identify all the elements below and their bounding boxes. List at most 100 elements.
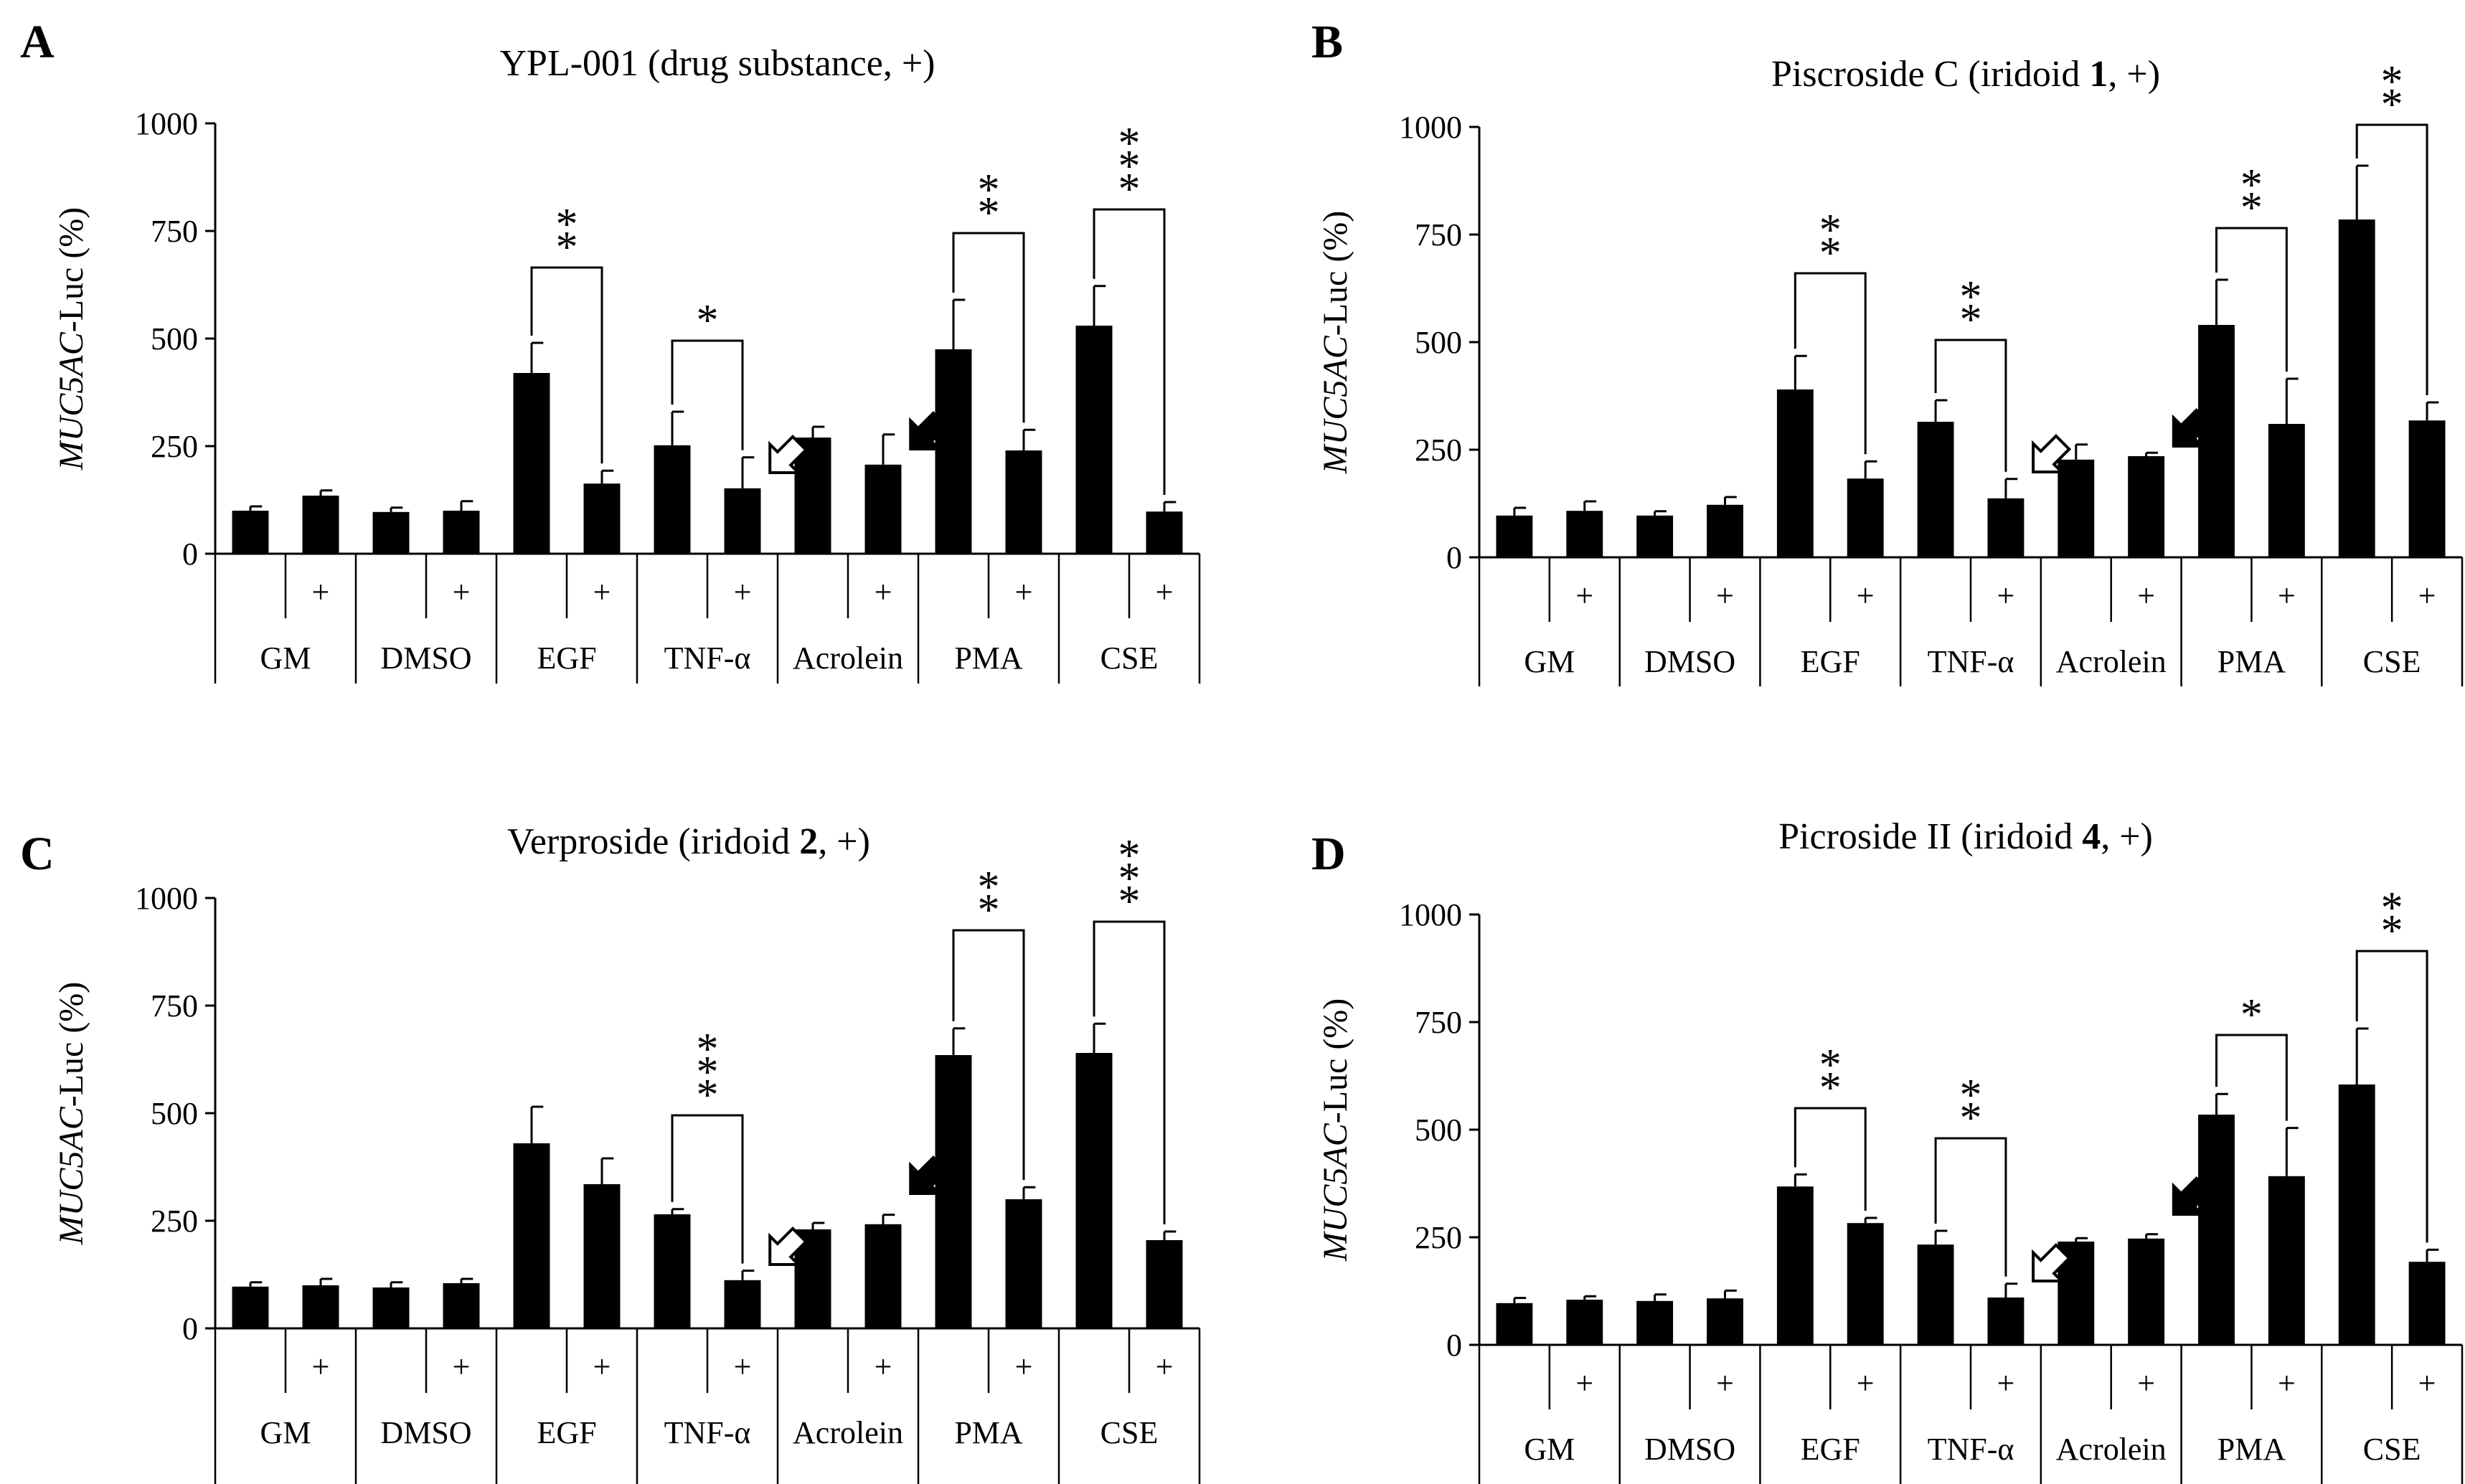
bar [724,1280,761,1328]
significance-bracket [1794,272,1867,455]
category-label: Acrolein [2056,644,2167,679]
y-tick-label: 500 [151,321,198,356]
significance-bracket [671,1114,744,1264]
bar [1636,1300,1674,1345]
significance-star: * [556,223,578,272]
y-axis-label: MUC5AC-Luc (%) [52,207,90,471]
y-tick-label: 1000 [135,881,198,916]
category-label: Acrolein [2056,1432,2167,1467]
bar [443,1283,480,1328]
filled-arrow-icon [2172,407,2212,448]
significance-star: * [1819,206,1842,255]
treatment-plus: + [593,1349,611,1384]
bar [232,511,269,554]
significance-star: * [2381,884,2403,932]
bar [372,1287,410,1328]
bar [724,488,761,554]
bar [935,1055,972,1328]
category-label: GM [1524,1432,1575,1467]
significance-star: * [697,1025,719,1074]
y-axis-label: MUC5AC-Luc (%) [1316,998,1354,1262]
title-part: Piscroside C (iridoid [1771,54,2089,95]
category-label: GM [260,1415,311,1450]
y-axis-label: MUC5AC-Luc (%) [1316,211,1354,475]
y-tick-label: 0 [1446,1328,1462,1363]
significance-bracket [2215,227,2288,372]
significance-star: * [1960,1094,1982,1143]
category-label: PMA [2217,644,2286,679]
y-tick-label: 750 [151,988,198,1024]
treatment-plus: + [734,1349,752,1384]
bar [1496,1303,1533,1345]
category-label: PMA [954,1415,1023,1450]
panel-C: C Verproside (iridoid 2, +) MUC5AC-Luc (%)… [20,821,1201,1484]
significance-bracket [1934,339,2007,472]
open-arrow-icon [768,1226,809,1266]
bar [1987,498,2025,557]
treatment-plus: + [2137,1366,2155,1401]
bar [864,464,902,554]
treatment-plus: + [2278,578,2296,613]
bar [1776,389,1814,557]
category-label: GM [260,641,311,676]
category-label: CSE [2363,644,2421,679]
category-label: CSE [1100,1415,1159,1450]
bar [654,1214,691,1328]
panel-D: D Picroside II (iridoid 4, +) MUC5AC-Luc (… [1311,816,2464,1484]
significance-star: * [978,166,1000,214]
panel-letter: A [20,16,55,68]
significance-bracket [2355,123,2428,395]
y-axis-label-rest: -Luc (%) [1316,998,1354,1124]
filled-arrow-icon [2172,1176,2212,1216]
category-label: CSE [1100,641,1159,676]
significance-star: * [2240,161,2263,209]
y-axis-label-rest: -Luc (%) [1316,211,1354,336]
category-label: PMA [2217,1432,2286,1467]
bar [372,511,410,554]
significance-bracket [952,929,1025,1181]
panel-letter: C [20,828,55,880]
significance-bracket [2215,1034,2288,1121]
y-tick-label: 1000 [135,106,198,141]
y-axis-label-italic: MUC5AC [1316,1123,1354,1262]
category-label: PMA [954,641,1023,676]
treatment-plus: + [734,575,752,610]
bar [2198,1115,2235,1345]
treatment-plus: + [2278,1366,2296,1401]
category-label: Acrolein [793,641,903,676]
category-label: EGF [537,641,596,676]
significance-star: * [978,189,1000,237]
bar [1707,504,1743,557]
treatment-plus: + [1997,1366,2015,1401]
y-tick-label: 250 [151,429,198,464]
treatment-plus: + [1857,1366,1875,1401]
category-label: CSE [2363,1432,2421,1467]
significance-star: * [2240,991,2263,1039]
significance-star: * [697,1048,719,1097]
significance-star: * [1118,119,1141,168]
significance-star: * [1819,1041,1842,1090]
bar [443,511,480,554]
y-tick-label: 1000 [1399,110,1462,145]
y-tick-label: 250 [1415,1220,1462,1255]
bar [1496,515,1533,557]
y-tick-label: 250 [151,1204,198,1239]
bar [1847,1223,1884,1345]
bar [1075,1053,1113,1328]
y-tick-label: 750 [1415,1005,1462,1040]
bar [583,1184,621,1328]
title-part: Picroside II (iridoid [1778,816,2082,857]
y-axis-label-rest: -Luc (%) [52,207,90,333]
significance-star: * [1118,831,1141,880]
bar [2058,459,2095,557]
significance-bracket [952,232,1025,423]
title-part: 2 [799,821,818,862]
bar [1566,511,1603,557]
category-label: TNF-α [664,641,751,676]
significance-bracket [530,266,603,464]
treatment-plus: + [875,575,892,610]
bar [1075,326,1113,554]
treatment-plus: + [1575,578,1593,613]
bar [2268,1176,2305,1345]
y-axis-label-italic: MUC5AC [52,331,90,471]
